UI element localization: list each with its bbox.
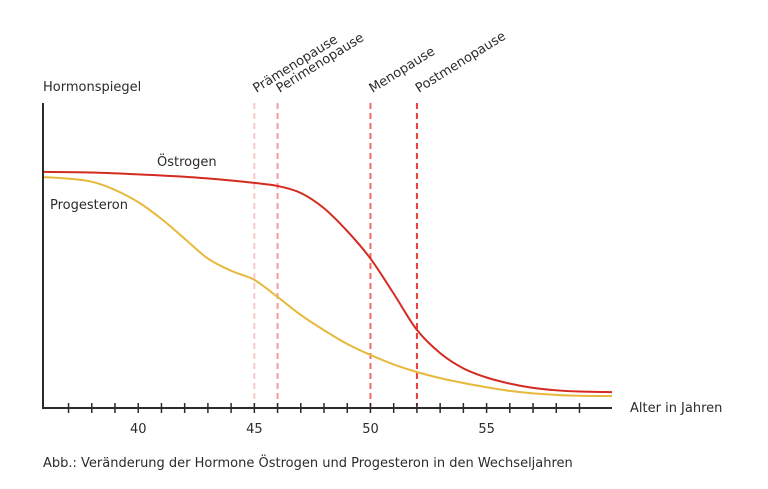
figure-caption: Abb.: Veränderung der Hormone Östrogen u… <box>43 456 573 471</box>
x-tick-label-55: 55 <box>478 422 495 437</box>
x-axis-label: Alter in Jahren <box>630 401 722 416</box>
legend-label-progesteron: Progesteron <box>50 198 128 213</box>
x-tick-label-45: 45 <box>246 422 263 437</box>
x-tick-label-50: 50 <box>362 422 379 437</box>
y-axis-label: Hormonspiegel <box>43 80 141 95</box>
legend-label-oestrogen: Östrogen <box>157 153 217 170</box>
series-line-oestrogen <box>42 170 613 394</box>
x-tick-label-40: 40 <box>130 422 147 437</box>
series-line-progesteron <box>42 176 613 398</box>
